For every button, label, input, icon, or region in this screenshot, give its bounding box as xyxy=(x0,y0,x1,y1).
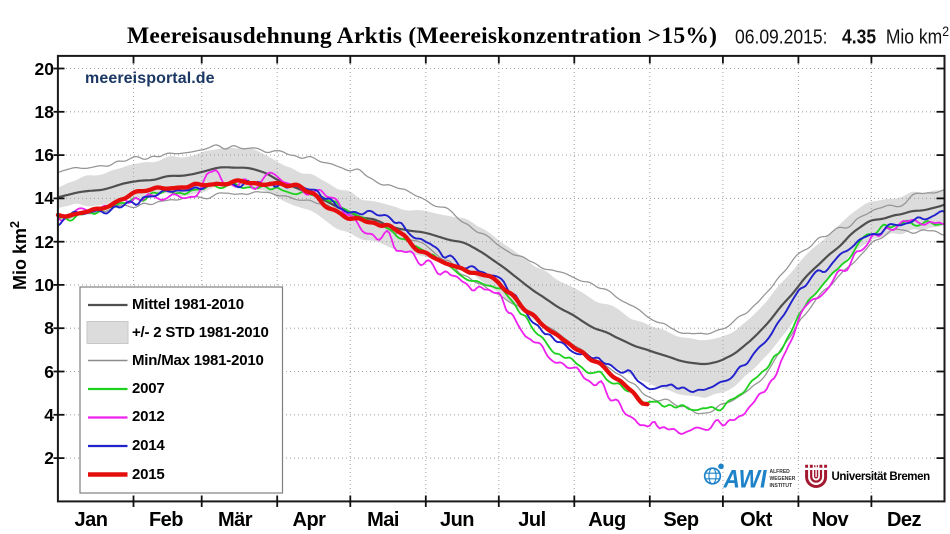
svg-text:AWI: AWI xyxy=(723,466,768,494)
svg-text:WEGENER: WEGENER xyxy=(770,476,796,482)
svg-text:Universität Bremen: Universität Bremen xyxy=(832,471,931,483)
svg-text:INSTITUT: INSTITUT xyxy=(770,483,793,489)
svg-text:ALFRED: ALFRED xyxy=(770,469,791,475)
